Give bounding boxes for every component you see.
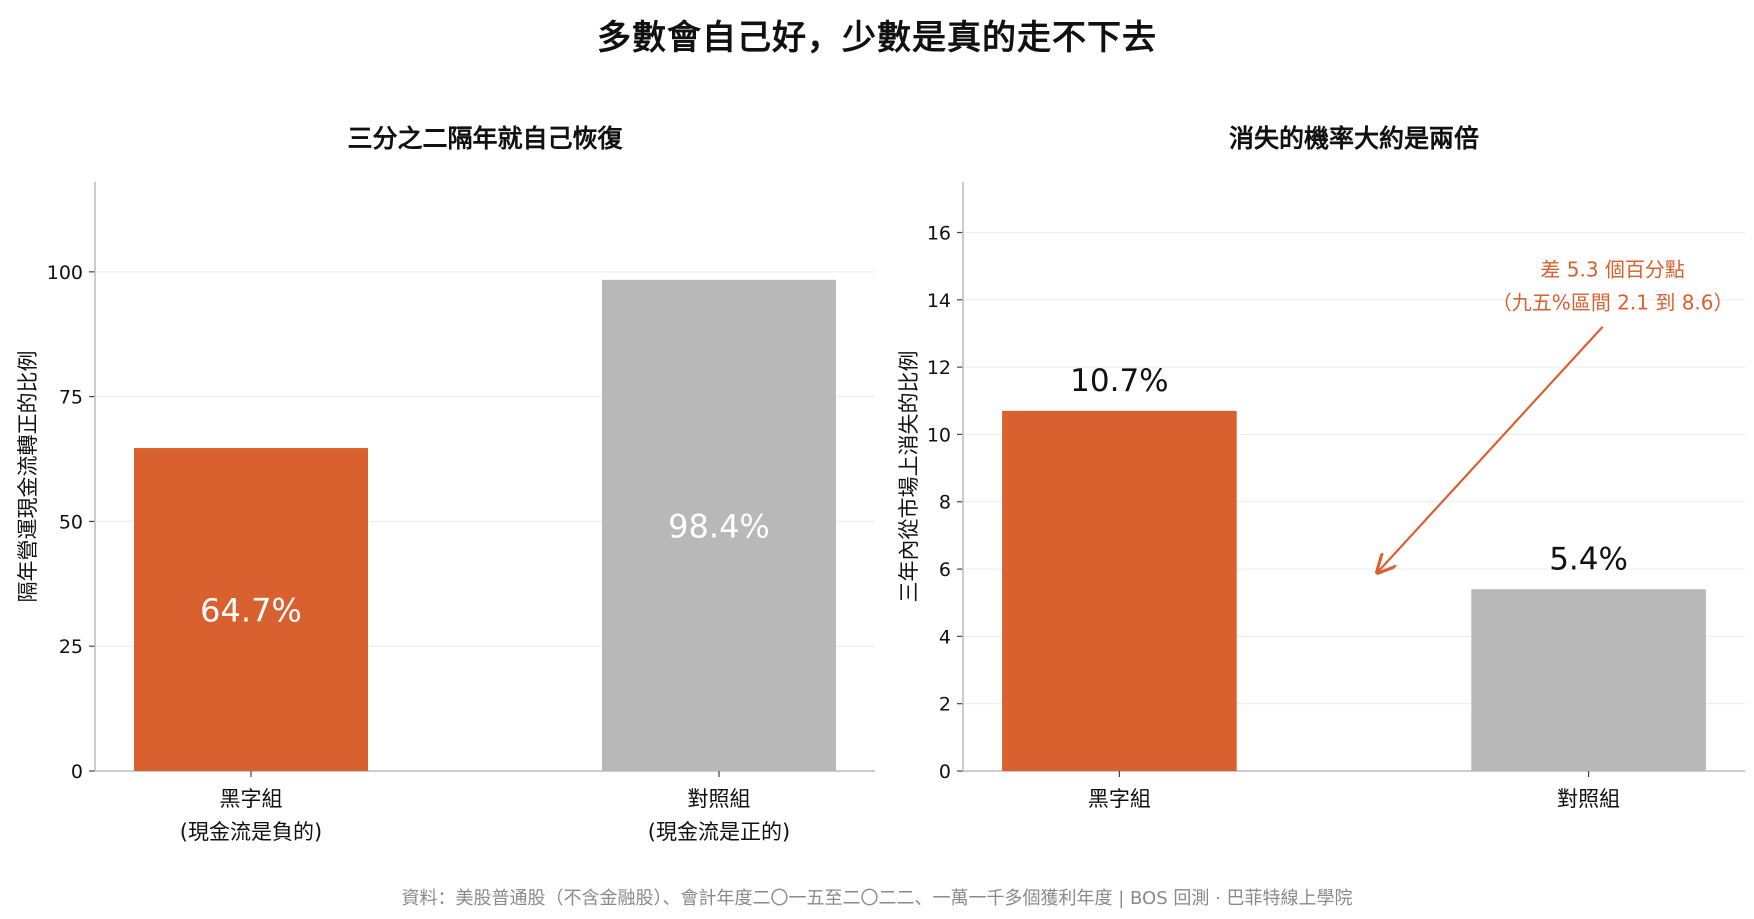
x-tick-label: 對照組 [688, 787, 751, 811]
y-tick-label: 8 [939, 492, 951, 514]
y-tick-label: 12 [927, 357, 951, 379]
y-tick-label: 50 [59, 511, 83, 533]
annotation-text: 差 5.3 個百分點 [1540, 258, 1685, 282]
y-tick-label: 25 [59, 636, 83, 658]
data-label: 10.7% [1070, 363, 1168, 399]
y-tick-label: 0 [71, 761, 83, 783]
data-label: 98.4% [668, 507, 770, 545]
y-tick-label: 14 [927, 290, 951, 312]
y-tick-label: 100 [47, 262, 83, 284]
x-tick-label: (現金流是正的) [648, 820, 790, 844]
y-tick-label: 0 [939, 761, 951, 783]
data-label: 64.7% [200, 592, 302, 630]
y-axis-label: 隔年營運現金流轉正的比例 [16, 351, 40, 603]
y-tick-label: 4 [939, 626, 951, 648]
bar [1471, 589, 1706, 771]
y-tick-label: 6 [939, 559, 951, 581]
y-tick-label: 2 [939, 694, 951, 716]
y-tick-label: 16 [927, 222, 951, 244]
x-tick-label: 黑字組 [220, 787, 283, 811]
panel-title: 消失的機率大約是兩倍 [1229, 124, 1479, 153]
bar [1002, 410, 1237, 771]
x-tick-label: 對照組 [1557, 787, 1620, 811]
bar [134, 448, 368, 771]
panel-title: 三分之二隔年就自己恢復 [347, 124, 623, 153]
data-label: 5.4% [1549, 541, 1628, 577]
y-tick-label: 10 [927, 424, 951, 446]
annotation-text: （九五%區間 2.1 到 8.6） [1492, 291, 1734, 315]
source-note: 資料：美股普通股（不含金融股）、會計年度二〇一五至二〇二二、一萬一千多個獲利年度… [401, 888, 1353, 909]
annotation-arrow [1377, 325, 1604, 573]
y-axis-label: 三年內從市場上消失的比例 [897, 351, 921, 603]
y-tick-label: 75 [59, 387, 83, 409]
page-title: 多數會自己好，少數是真的走不下去 [597, 18, 1157, 58]
bar [602, 279, 836, 771]
x-tick-label: 黑字組 [1088, 787, 1151, 811]
x-tick-label: (現金流是負的) [180, 820, 322, 844]
